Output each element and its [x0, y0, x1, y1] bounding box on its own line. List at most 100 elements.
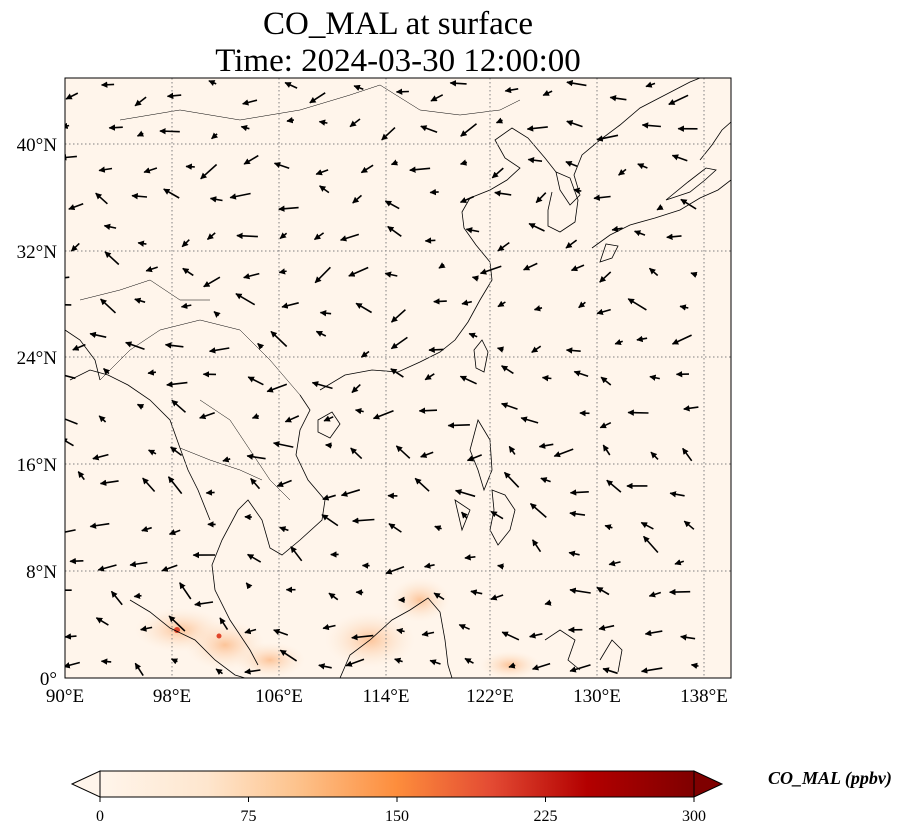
lat-tick-label: 16°N — [17, 455, 58, 476]
wind-arrow — [643, 535, 659, 554]
wind-arrow — [145, 266, 158, 273]
wind-arrow — [593, 194, 611, 201]
wind-arrow — [95, 192, 108, 205]
wind-arrow — [98, 166, 113, 173]
wind-arrow — [599, 271, 612, 283]
wind-arrow — [471, 275, 479, 282]
wind-arrow — [460, 123, 477, 137]
wind-arrow — [65, 529, 76, 533]
wind-arrow — [420, 451, 434, 458]
wind-arrow — [273, 162, 290, 170]
wind-arrow — [279, 649, 298, 662]
wind-arrow — [215, 668, 223, 675]
wind-arrow — [385, 565, 405, 575]
wind-arrow — [449, 80, 467, 87]
wind-arrow — [290, 546, 303, 562]
wind-arrow — [458, 623, 470, 630]
wind-arrow — [570, 264, 585, 272]
wind-arrow — [466, 454, 482, 462]
wind-arrow — [348, 266, 369, 277]
wind-arrow — [313, 232, 325, 241]
wind-arrow — [666, 233, 682, 240]
wind-arrow — [222, 456, 231, 463]
wind-arrow — [461, 299, 472, 306]
wind-arrow — [143, 167, 158, 174]
wind-arrow — [164, 342, 184, 349]
wind-arrow — [65, 418, 78, 425]
wind-arrow — [566, 79, 587, 87]
wind-arrow — [394, 657, 403, 664]
wind-arrow — [170, 446, 183, 457]
wind-arrow — [381, 127, 396, 141]
wind-arrow — [200, 163, 218, 180]
wind-arrow — [683, 405, 699, 412]
wind-arrow — [500, 402, 518, 410]
wind-arrow — [388, 523, 402, 533]
wind-arrow — [497, 241, 510, 252]
wind-arrow — [531, 345, 542, 354]
wind-arrow — [494, 190, 512, 197]
wind-arrow — [168, 529, 181, 536]
wind-arrow — [429, 659, 441, 666]
wind-arrow — [680, 198, 697, 210]
wind-arrow — [353, 84, 364, 91]
wind-arrow — [323, 415, 334, 422]
colorbar-gradient — [99, 770, 695, 798]
wind-arrow — [161, 564, 178, 572]
wind-arrow — [199, 411, 215, 420]
wind-arrow — [644, 629, 663, 637]
wind-arrow — [244, 627, 257, 635]
wind-arrow — [459, 159, 468, 166]
wind-arrow — [421, 630, 435, 637]
wind-arrow — [648, 267, 659, 277]
wind-arrow — [690, 662, 699, 669]
wind-arrow — [108, 124, 123, 131]
wind-arrow — [319, 310, 332, 317]
wind-arrow — [95, 617, 109, 626]
colorbar-tick-label: 0 — [96, 808, 104, 825]
wind-arrow — [596, 308, 611, 315]
gridlines — [65, 78, 731, 678]
wind-arrow — [604, 524, 613, 531]
wind-arrow — [503, 471, 520, 488]
colorbar: 0 75 150 225 300 — [70, 770, 724, 825]
wind-arrow — [627, 298, 647, 311]
wind-arrow — [279, 526, 289, 533]
lon-tick-label: 114°E — [363, 686, 410, 707]
wind-arrow — [496, 346, 505, 353]
wind-arrow — [272, 441, 294, 448]
wind-arrow — [433, 592, 445, 601]
wind-arrow — [650, 451, 659, 460]
wind-arrow — [390, 336, 408, 350]
co-hotspot — [174, 627, 180, 633]
wind-arrow — [351, 384, 361, 394]
wind-arrow — [573, 370, 589, 378]
wind-arrow — [203, 276, 221, 288]
wind-arrow — [148, 449, 157, 456]
wind-arrow — [286, 116, 295, 124]
wind-arrow — [319, 185, 330, 194]
wind-arrow — [279, 232, 288, 240]
wind-arrow — [671, 154, 688, 162]
wind-arrow — [180, 302, 192, 310]
wind-arrow — [490, 594, 504, 601]
lon-tick-label: 138°E — [680, 686, 728, 707]
wind-arrow — [608, 560, 621, 567]
wind-arrow — [349, 118, 361, 128]
wind-arrow — [409, 166, 431, 173]
coastlines — [65, 78, 731, 678]
wind-arrow — [464, 657, 474, 665]
wind-arrow — [528, 222, 545, 232]
wind-arrow — [273, 628, 289, 636]
wind-arrow — [350, 447, 363, 460]
lon-tick-label: 122°E — [466, 686, 514, 707]
wind-arrow — [309, 92, 326, 104]
wind-arrow — [459, 375, 477, 385]
wind-arrow — [490, 510, 504, 520]
wind-arrow — [355, 302, 373, 314]
colorbar-label: CO_MAL (ppbv) — [768, 768, 892, 788]
wind-arrow — [97, 564, 117, 572]
wind-arrow — [668, 94, 689, 106]
wind-arrow — [140, 625, 153, 632]
